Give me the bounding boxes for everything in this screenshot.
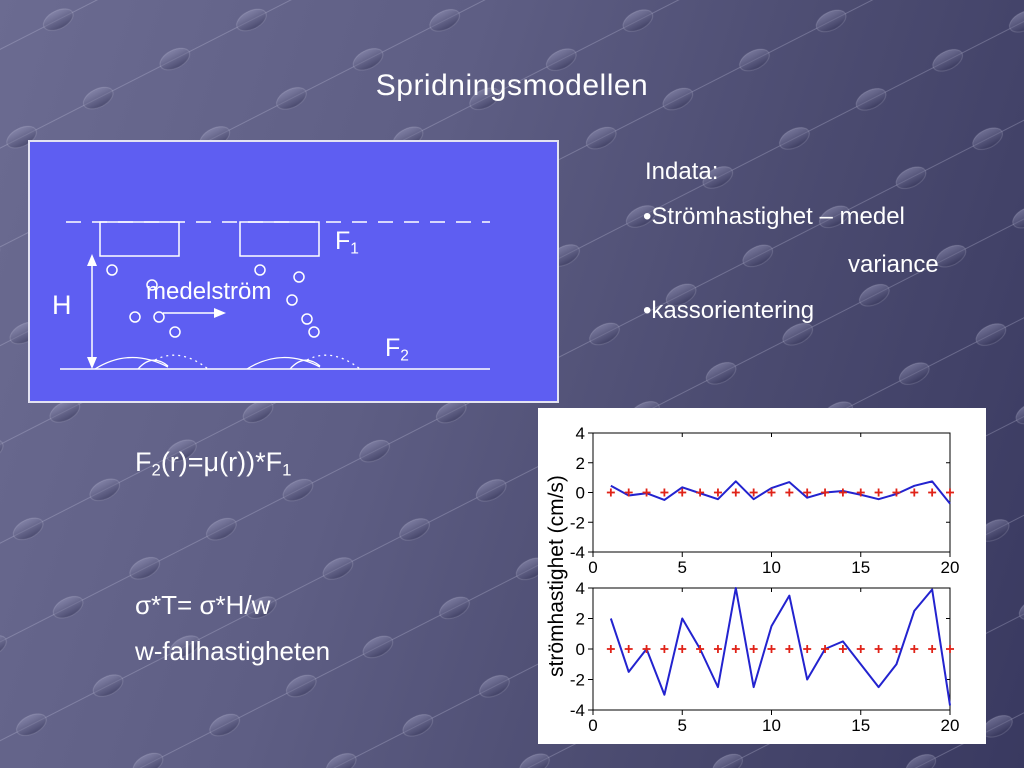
svg-text:5: 5 <box>678 558 687 577</box>
svg-text:10: 10 <box>762 716 781 735</box>
sediment-mounds-1 <box>94 354 209 370</box>
formula-wfall: w-fallhastigheten <box>135 636 331 666</box>
svg-text:2: 2 <box>576 610 585 629</box>
svg-text:0: 0 <box>576 484 585 503</box>
formula-f2: F2(r)=μ(r))*F1 <box>135 447 292 480</box>
chart-panel: strömhastighet (cm/s) 0 5 10 15 20 -4 -2 0 2 4 0 5 1… <box>538 408 986 744</box>
cage-2 <box>239 221 320 257</box>
svg-text:-2: -2 <box>570 513 585 532</box>
charts-y-axis-label: strömhastighet (cm/s) <box>545 475 568 677</box>
label-medelstrom: medelström <box>146 278 272 305</box>
arrowhead-up-icon <box>87 254 97 266</box>
svg-text:2: 2 <box>576 454 585 473</box>
svg-text:0: 0 <box>588 558 597 577</box>
label-h: H <box>52 290 72 320</box>
svg-text:15: 15 <box>851 558 870 577</box>
spreading-model-diagram: F1 H medelström F2 <box>28 140 559 403</box>
svg-text:5: 5 <box>678 716 687 735</box>
svg-text:10: 10 <box>762 558 781 577</box>
cage-1 <box>99 221 180 257</box>
svg-text:-4: -4 <box>570 701 585 720</box>
label-f2: F2 <box>385 334 409 365</box>
label-f1: F1 <box>335 227 359 258</box>
formula-sigma: σ*T= σ*H/w <box>135 590 271 620</box>
indata-bullet-stromhastighet: •Strömhastighet – medel <box>643 203 905 230</box>
plot-0: 0 5 10 15 20 -4 -2 0 2 4 <box>570 424 960 577</box>
particle-circles <box>106 264 320 338</box>
svg-text:4: 4 <box>576 579 585 598</box>
slide-title: Spridningsmodellen <box>375 69 649 102</box>
indata-heading: Indata: <box>645 158 719 185</box>
arrowhead-right-icon <box>214 308 226 318</box>
diagram-graphics <box>60 221 490 370</box>
indata-bullet-kassorientering: •kassorientering <box>643 297 815 324</box>
svg-text:4: 4 <box>576 424 585 443</box>
svg-text:15: 15 <box>851 716 870 735</box>
svg-text:-2: -2 <box>570 671 585 690</box>
svg-text:-4: -4 <box>570 543 585 562</box>
indata-variance: variance <box>848 251 939 278</box>
svg-text:20: 20 <box>941 716 960 735</box>
svg-text:0: 0 <box>588 716 597 735</box>
svg-text:20: 20 <box>941 558 960 577</box>
svg-text:0: 0 <box>576 640 585 659</box>
arrowhead-down-icon <box>87 357 97 369</box>
plot-1: 0 5 10 15 20 -4 -2 0 2 4 <box>570 579 960 735</box>
sediment-mounds-2 <box>246 354 361 370</box>
